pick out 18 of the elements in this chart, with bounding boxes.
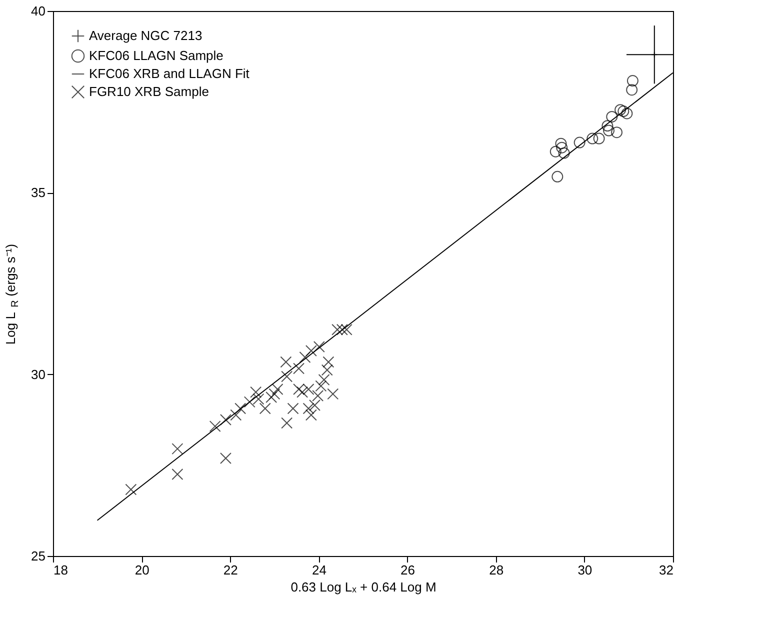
x-tick-label: 24 (312, 562, 326, 578)
x-tick-label: 26 (400, 562, 416, 578)
legend-label: Average NGC 7213 (89, 28, 202, 43)
legend-label: FGR10 XRB Sample (89, 84, 209, 99)
y-tick-label: 35 (31, 185, 46, 200)
x-tick-label: 20 (134, 562, 150, 578)
x-tick-label: 32 (659, 562, 674, 578)
legend-label: KFC06 LLAGN Sample (89, 48, 224, 63)
x-tick-label: 18 (54, 562, 68, 578)
legend-label: KFC06 XRB and LLAGN Fit (89, 66, 250, 81)
y-tick-label: 30 (31, 366, 46, 382)
y-axis-title: Log LR (ergs s⁻¹) (3, 244, 21, 345)
x-tick-label: 28 (489, 562, 504, 578)
y-tick-label: 25 (31, 548, 46, 564)
x-axis-title: 0.63 Log Lₓ + 0.64 Log M (290, 580, 436, 594)
x-tick-label: 22 (223, 562, 238, 578)
y-tick-label: 40 (31, 4, 46, 18)
x-tick-label: 30 (578, 562, 592, 578)
